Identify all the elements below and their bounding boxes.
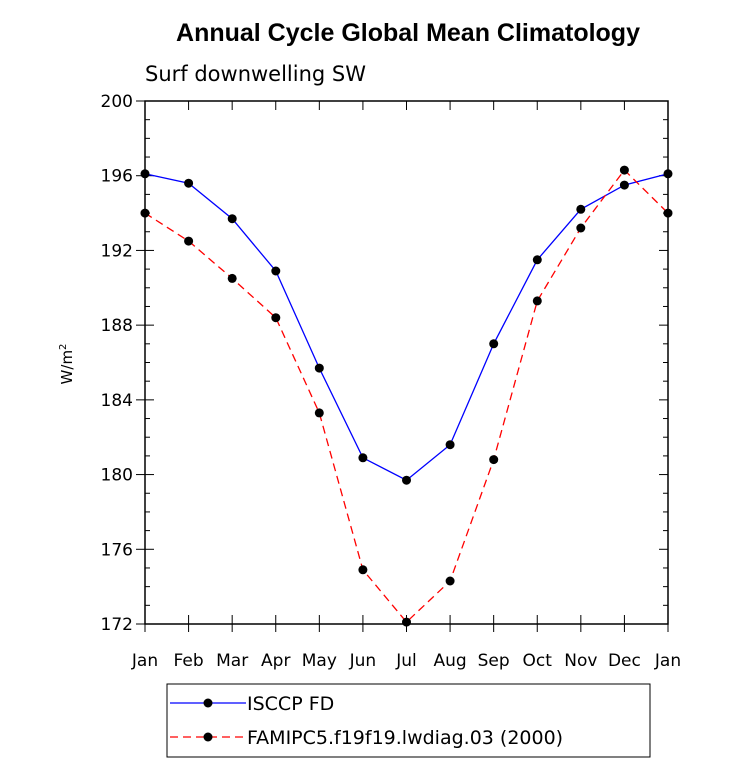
data-point-s1-1 [184, 236, 194, 246]
y-tick-label: 172 [101, 615, 133, 635]
data-point-s0-1 [184, 178, 194, 188]
legend-label-famipc5: FAMIPC5.f19f19.lwdiag.03 (2000) [247, 727, 563, 749]
data-point-s1-11 [619, 165, 629, 175]
x-tick-label: Mar [216, 651, 248, 671]
legend-marker-famipc5 [203, 732, 213, 742]
data-point-s1-6 [402, 617, 411, 627]
data-point-s1-9 [532, 296, 542, 306]
series-line-1 [144, 169, 669, 624]
plot-frame [144, 100, 669, 625]
data-point-s0-6 [402, 475, 411, 485]
y-axis-label-superscript: 2 [58, 344, 69, 350]
y-tick-label: 184 [101, 391, 133, 411]
x-tick-label: Sep [478, 651, 510, 671]
legend-label-isccp: ISCCP FD [247, 693, 334, 715]
x-tick-label: Oct [523, 651, 553, 671]
x-tick-label: Feb [174, 651, 204, 671]
data-point-s0-5 [358, 453, 368, 463]
x-tick-label: Jul [395, 651, 417, 671]
data-point-s1-5 [358, 565, 368, 575]
x-tick-label: Jan [654, 651, 681, 671]
x-tick-label: Nov [564, 651, 597, 671]
data-point-s0-2 [227, 214, 237, 224]
y-tick-label: 196 [101, 167, 133, 187]
legend-box [166, 683, 651, 758]
x-tick-label: Aug [433, 651, 466, 671]
data-point-s0-7 [445, 440, 455, 450]
x-tick-label: Jan [131, 651, 158, 671]
chart-subtitle: Surf downwelling SW [145, 62, 366, 86]
plot-series [140, 165, 673, 627]
y-tick-label: 192 [101, 241, 133, 261]
series-line-0 [144, 173, 669, 481]
x-tick-label: Jun [349, 651, 377, 671]
chart-title: Annual Cycle Global Mean Climatology [176, 19, 640, 47]
legend: ISCCP FD FAMIPC5.f19f19.lwdiag.03 (2000) [166, 683, 651, 758]
data-point-s1-4 [314, 408, 324, 418]
y-axis-label-text: W/m [58, 350, 76, 385]
x-tick-label: May [302, 651, 337, 671]
data-point-s1-3 [271, 313, 281, 323]
data-point-s0-4 [314, 363, 324, 373]
legend-marker-isccp [203, 698, 213, 708]
x-tick-label: Dec [608, 651, 641, 671]
data-point-s0-3 [271, 266, 281, 276]
y-axis-label: W/m2 [58, 344, 76, 385]
svg-text:W/m2: W/m2 [58, 344, 76, 385]
data-point-s0-8 [489, 339, 499, 349]
y-tick-label: 188 [101, 316, 133, 336]
y-tick-label: 180 [101, 466, 133, 486]
data-point-s1-7 [445, 576, 455, 586]
x-tick-label: Apr [261, 651, 290, 671]
data-point-s1-8 [489, 455, 499, 465]
data-point-s1-10 [576, 223, 586, 233]
y-tick-label: 176 [101, 540, 133, 560]
data-point-s0-11 [619, 180, 629, 190]
data-point-s0-10 [576, 204, 586, 214]
y-tick-label: 200 [101, 92, 133, 112]
data-point-s1-2 [227, 273, 237, 283]
data-point-s0-9 [532, 255, 542, 265]
